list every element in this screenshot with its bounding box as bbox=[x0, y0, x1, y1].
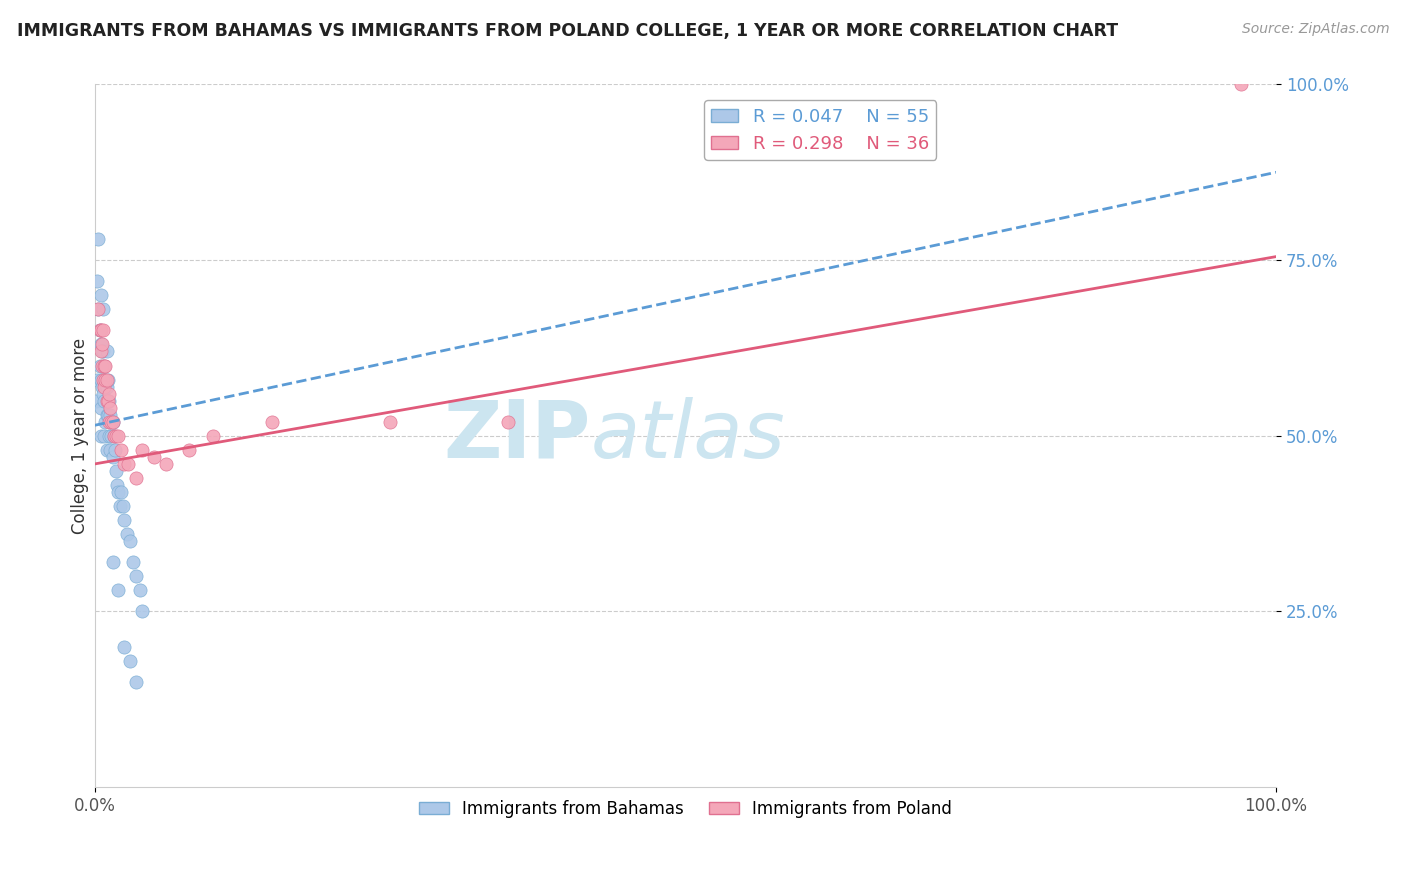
Point bbox=[94, 415, 117, 429]
Point bbox=[103, 429, 125, 443]
Point bbox=[103, 429, 125, 443]
Point bbox=[1229, 78, 1251, 92]
Point bbox=[93, 359, 115, 373]
Point bbox=[155, 457, 177, 471]
Point bbox=[496, 415, 519, 429]
Point bbox=[93, 429, 115, 443]
Point bbox=[115, 527, 138, 541]
Point bbox=[93, 393, 115, 408]
Point bbox=[131, 605, 153, 619]
Point bbox=[105, 478, 128, 492]
Point bbox=[91, 344, 114, 359]
Point bbox=[98, 408, 121, 422]
Point bbox=[120, 654, 142, 668]
Point bbox=[84, 393, 107, 408]
Point bbox=[101, 450, 124, 464]
Text: ZIP: ZIP bbox=[444, 397, 591, 475]
Point bbox=[89, 359, 111, 373]
Point bbox=[179, 442, 201, 457]
Point bbox=[112, 640, 135, 654]
Text: IMMIGRANTS FROM BAHAMAS VS IMMIGRANTS FROM POLAND COLLEGE, 1 YEAR OR MORE CORREL: IMMIGRANTS FROM BAHAMAS VS IMMIGRANTS FR… bbox=[17, 22, 1118, 40]
Point bbox=[112, 499, 135, 513]
Text: atlas: atlas bbox=[591, 397, 786, 475]
Point bbox=[87, 302, 110, 317]
Point bbox=[117, 457, 139, 471]
Point bbox=[125, 674, 148, 689]
Point bbox=[87, 232, 110, 246]
Y-axis label: College, 1 year or more: College, 1 year or more bbox=[72, 338, 89, 534]
Point bbox=[90, 337, 112, 351]
Point bbox=[90, 344, 112, 359]
Point bbox=[94, 359, 117, 373]
Point bbox=[90, 323, 112, 337]
Point bbox=[87, 302, 110, 317]
Point bbox=[105, 464, 128, 478]
Point bbox=[96, 408, 118, 422]
Point bbox=[101, 555, 124, 569]
Point bbox=[86, 373, 108, 387]
Point bbox=[90, 344, 112, 359]
Point bbox=[260, 415, 283, 429]
Point bbox=[378, 415, 401, 429]
Point bbox=[90, 373, 112, 387]
Point bbox=[108, 499, 131, 513]
Point bbox=[90, 359, 112, 373]
Point bbox=[101, 415, 124, 429]
Point bbox=[91, 323, 114, 337]
Point bbox=[90, 429, 112, 443]
Point bbox=[96, 373, 118, 387]
Point bbox=[101, 415, 124, 429]
Point bbox=[120, 534, 142, 549]
Point bbox=[112, 457, 135, 471]
Point bbox=[86, 274, 108, 288]
Point bbox=[121, 555, 143, 569]
Point bbox=[110, 485, 132, 500]
Point bbox=[98, 401, 121, 415]
Point bbox=[90, 401, 112, 415]
Legend: Immigrants from Bahamas, Immigrants from Poland: Immigrants from Bahamas, Immigrants from… bbox=[412, 793, 959, 824]
Point bbox=[98, 415, 121, 429]
Point bbox=[90, 337, 112, 351]
Point bbox=[94, 373, 117, 387]
Point bbox=[112, 513, 135, 527]
Point bbox=[128, 583, 150, 598]
Point bbox=[94, 373, 117, 387]
Point bbox=[90, 288, 112, 302]
Point bbox=[110, 442, 132, 457]
Point bbox=[105, 429, 128, 443]
Point bbox=[98, 393, 121, 408]
Point bbox=[97, 373, 120, 387]
Point bbox=[100, 429, 122, 443]
Point bbox=[89, 323, 111, 337]
Point bbox=[104, 442, 127, 457]
Point bbox=[107, 485, 129, 500]
Point bbox=[98, 442, 121, 457]
Point bbox=[107, 583, 129, 598]
Point bbox=[96, 393, 118, 408]
Point bbox=[91, 373, 114, 387]
Point bbox=[93, 359, 115, 373]
Point bbox=[131, 442, 153, 457]
Point bbox=[97, 393, 120, 408]
Point bbox=[107, 429, 129, 443]
Point bbox=[91, 302, 114, 317]
Point bbox=[98, 429, 121, 443]
Point bbox=[98, 386, 121, 401]
Point bbox=[125, 569, 148, 583]
Point bbox=[201, 429, 224, 443]
Point bbox=[96, 344, 118, 359]
Point bbox=[90, 379, 112, 393]
Point bbox=[97, 408, 120, 422]
Point bbox=[100, 415, 122, 429]
Point bbox=[96, 442, 118, 457]
Point bbox=[96, 379, 118, 393]
Point bbox=[125, 471, 148, 485]
Point bbox=[91, 386, 114, 401]
Text: Source: ZipAtlas.com: Source: ZipAtlas.com bbox=[1241, 22, 1389, 37]
Point bbox=[89, 323, 111, 337]
Point bbox=[142, 450, 165, 464]
Point bbox=[93, 379, 115, 393]
